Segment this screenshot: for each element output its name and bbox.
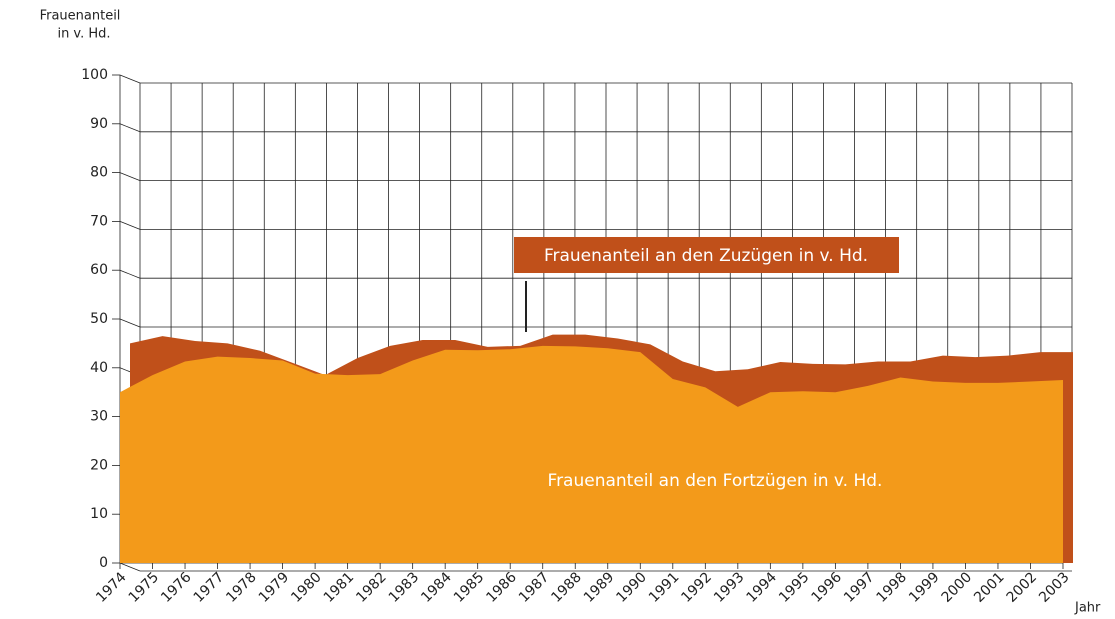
x-tick-label: 1985 (451, 569, 488, 606)
x-tick-label: 1990 (613, 569, 650, 606)
area (120, 345, 1063, 563)
x-tick-label: 1983 (386, 569, 423, 606)
x-tick-label: 1981 (321, 569, 358, 606)
x-tick-label: 1992 (678, 569, 715, 606)
label-box (514, 237, 899, 273)
x-tick-label: 1991 (646, 569, 683, 606)
y-tick-label: 60 (90, 262, 108, 278)
x-tick-label: 1974 (93, 569, 130, 606)
y-tick-label: 30 (90, 409, 108, 425)
x-axis-label: Jahr (1074, 601, 1101, 616)
x-tick-label: 1984 (418, 569, 455, 606)
x-tick-label: 1975 (126, 569, 163, 606)
y-axis-label: Frauenanteil (40, 9, 121, 24)
series-label: Frauenanteil an den Fortzügen in v. Hd. (548, 471, 883, 491)
x-tick-label: 1988 (548, 569, 585, 606)
x-tick-label: 1995 (776, 569, 813, 606)
x-tick-label: 1978 (223, 569, 260, 606)
x-tick-label: 1976 (158, 569, 195, 606)
x-tick-label: 1989 (581, 569, 618, 606)
y-tick-label: 90 (90, 116, 108, 132)
x-tick-label: 1993 (711, 569, 748, 606)
x-tick-label: 1979 (256, 569, 293, 606)
y-tick-label: 0 (99, 555, 108, 571)
grid-line (119, 123, 141, 133)
x-tick-label: 2003 (1036, 569, 1073, 606)
series-label: Frauenanteil an den Zuzügen in v. Hd. (544, 246, 868, 266)
x-tick-label: 1982 (353, 569, 390, 606)
x-tick-label: 2002 (1004, 569, 1041, 606)
x-tick-label: 1996 (809, 569, 846, 606)
x-tick-label: 1998 (874, 569, 911, 606)
y-axis-label: in v. Hd. (57, 27, 110, 42)
x-tick-label: 1980 (288, 569, 325, 606)
grid-line (119, 562, 141, 572)
x-tick-label: 2000 (939, 569, 976, 606)
y-tick-label: 100 (81, 67, 108, 83)
y-tick-label: 80 (90, 165, 108, 181)
y-tick-label: 10 (90, 506, 108, 522)
y-tick-label: 70 (90, 213, 108, 229)
x-tick-label: 1977 (191, 569, 228, 606)
grid-line (119, 172, 141, 181)
x-tick-label: 1986 (483, 569, 520, 606)
y-tick-label: 40 (90, 360, 108, 376)
y-tick-label: 20 (90, 457, 108, 473)
y-tick-label: 50 (90, 311, 108, 327)
x-tick-label: 1999 (906, 569, 943, 606)
x-tick-label: 2001 (971, 569, 1008, 606)
x-tick-label: 1997 (841, 569, 878, 606)
x-tick-label: 1987 (516, 569, 553, 606)
grid-line (119, 269, 141, 279)
grid-line (119, 318, 141, 328)
grid-line (119, 221, 141, 230)
x-tick-label: 1994 (743, 569, 780, 606)
grid-line (119, 74, 141, 84)
